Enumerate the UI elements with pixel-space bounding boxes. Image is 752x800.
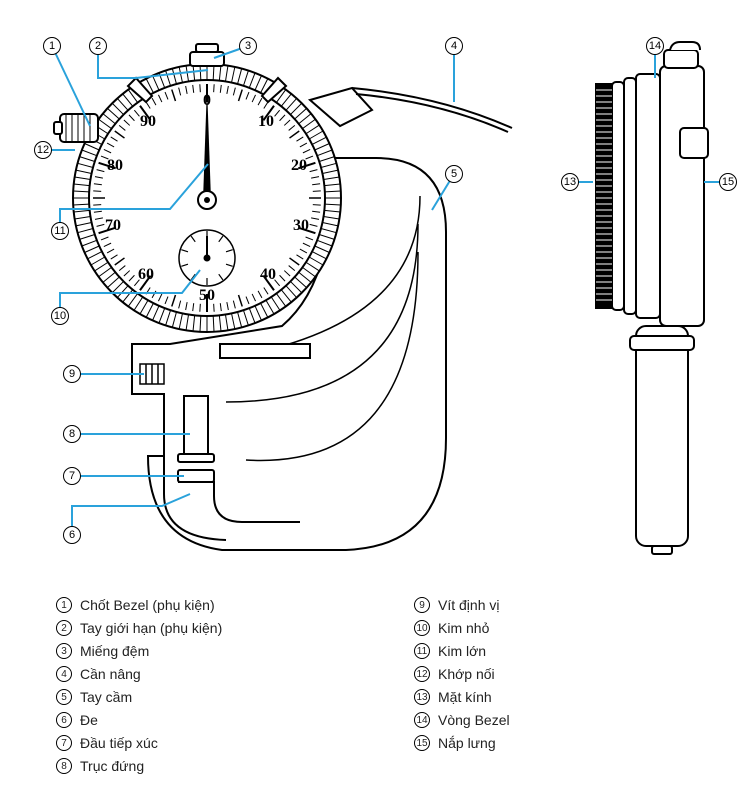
legend-label: Vòng Bezel bbox=[438, 712, 510, 728]
legend-label: Kim nhỏ bbox=[438, 620, 489, 636]
legend-row: 3 Miếng đệm bbox=[56, 643, 354, 659]
callout-1: 1 bbox=[43, 37, 61, 55]
dial-number: 40 bbox=[260, 266, 276, 284]
callout-2: 2 bbox=[89, 37, 107, 55]
lifting-lever bbox=[310, 88, 512, 132]
legend-row: 8 Trục đứng bbox=[56, 758, 354, 774]
legend-row: 12 Khớp nối bbox=[414, 666, 712, 682]
diagram-canvas: 123456789101112131415 010203040506070809… bbox=[0, 0, 752, 800]
legend-row: 2 Tay giới hạn (phụ kiện) bbox=[56, 620, 354, 636]
dial-number: 90 bbox=[140, 113, 156, 131]
legend-row: 15 Nắp lưng bbox=[414, 735, 712, 751]
legend-col-right: 9 Vít định vị 10 Kim nhỏ 11 Kim lớn 12 Khớp nối… bbox=[414, 597, 712, 781]
legend-number: 10 bbox=[414, 620, 430, 636]
callout-8: 8 bbox=[63, 425, 81, 443]
legend-row: 4 Cần nâng bbox=[56, 666, 354, 682]
legend-label: Miếng đệm bbox=[80, 643, 149, 659]
dial-number: 60 bbox=[138, 266, 154, 284]
legend-row: 9 Vít định vị bbox=[414, 597, 712, 613]
legend-col-left: 1 Chốt Bezel (phụ kiện) 2 Tay giới hạn (phụ… bbox=[56, 597, 354, 781]
legend-label: Đe bbox=[80, 712, 98, 728]
legend-row: 7 Đầu tiếp xúc bbox=[56, 735, 354, 751]
callout-4: 4 bbox=[445, 37, 463, 55]
legend-label: Nắp lưng bbox=[438, 735, 496, 751]
legend-number: 11 bbox=[414, 643, 430, 659]
callout-15: 15 bbox=[719, 173, 737, 191]
legend-number: 13 bbox=[414, 689, 430, 705]
legend-number: 14 bbox=[414, 712, 430, 728]
dial-number: 70 bbox=[105, 217, 121, 235]
device-illustration bbox=[0, 0, 752, 620]
dial-number: 0 bbox=[203, 92, 211, 110]
legend-row: 5 Tay cầm bbox=[56, 689, 354, 705]
callout-6: 6 bbox=[63, 526, 81, 544]
dial-number: 80 bbox=[107, 157, 123, 175]
bezel-clamp bbox=[54, 114, 98, 142]
dial-number: 50 bbox=[199, 287, 215, 305]
legend-row: 1 Chốt Bezel (phụ kiện) bbox=[56, 597, 354, 613]
legend-row: 11 Kim lớn bbox=[414, 643, 712, 659]
legend-row: 13 Mặt kính bbox=[414, 689, 712, 705]
dial-number: 10 bbox=[258, 113, 274, 131]
legend-number: 4 bbox=[56, 666, 72, 682]
legend: 1 Chốt Bezel (phụ kiện) 2 Tay giới hạn (phụ… bbox=[56, 597, 712, 781]
legend-label: Khớp nối bbox=[438, 666, 495, 682]
legend-label: Vít định vị bbox=[438, 597, 499, 613]
legend-label: Đầu tiếp xúc bbox=[80, 735, 158, 751]
callout-9: 9 bbox=[63, 365, 81, 383]
legend-number: 2 bbox=[56, 620, 72, 636]
legend-number: 12 bbox=[414, 666, 430, 682]
legend-label: Cần nâng bbox=[80, 666, 141, 682]
legend-label: Tay giới hạn (phụ kiện) bbox=[80, 620, 222, 636]
callout-12: 12 bbox=[34, 141, 52, 159]
dial-number: 20 bbox=[291, 157, 307, 175]
legend-label: Kim lớn bbox=[438, 643, 486, 659]
callout-11: 11 bbox=[51, 222, 69, 240]
legend-number: 6 bbox=[56, 712, 72, 728]
callout-10: 10 bbox=[51, 307, 69, 325]
callout-7: 7 bbox=[63, 467, 81, 485]
legend-number: 8 bbox=[56, 758, 72, 774]
callout-13: 13 bbox=[561, 173, 579, 191]
legend-label: Chốt Bezel (phụ kiện) bbox=[80, 597, 215, 613]
top-pad bbox=[190, 44, 224, 66]
callout-5: 5 bbox=[445, 165, 463, 183]
callout-3: 3 bbox=[239, 37, 257, 55]
side-view bbox=[596, 42, 708, 554]
legend-row: 10 Kim nhỏ bbox=[414, 620, 712, 636]
legend-row: 6 Đe bbox=[56, 712, 354, 728]
legend-row: 14 Vòng Bezel bbox=[414, 712, 712, 728]
legend-number: 1 bbox=[56, 597, 72, 613]
dial-number: 30 bbox=[293, 217, 309, 235]
small-dial bbox=[179, 230, 235, 286]
legend-label: Mặt kính bbox=[438, 689, 492, 705]
legend-number: 3 bbox=[56, 643, 72, 659]
legend-label: Trục đứng bbox=[80, 758, 144, 774]
callout-14: 14 bbox=[646, 37, 664, 55]
legend-number: 7 bbox=[56, 735, 72, 751]
legend-number: 5 bbox=[56, 689, 72, 705]
legend-label: Tay cầm bbox=[80, 689, 132, 705]
legend-number: 9 bbox=[414, 597, 430, 613]
legend-number: 15 bbox=[414, 735, 430, 751]
